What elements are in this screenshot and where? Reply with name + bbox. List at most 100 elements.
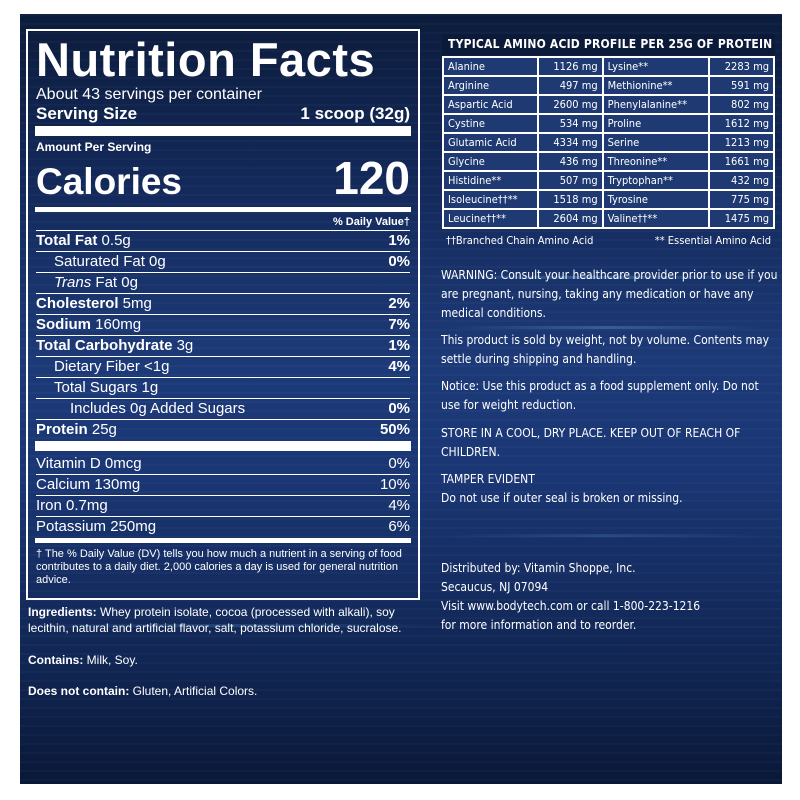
- amino-acid-name: Leucine††**: [442, 208, 539, 229]
- essential-legend: ** Essential Amino Acid: [654, 234, 771, 247]
- nutrient-name: Total Carbohydrate: [36, 337, 173, 354]
- amino-row: Glutamic Acid 4334 mg Serine 1213 mg: [442, 132, 775, 153]
- calories-label: Calories: [36, 161, 183, 202]
- amino-row: Histidine** 507 mg Tryptophan** 432 mg: [442, 170, 775, 191]
- distributor-line: Visit www.bodytech.com or call 1-800-223…: [441, 599, 701, 613]
- contains-list: Milk, Soy.: [83, 653, 138, 667]
- warning-text: WARNING: Consult your healthcare provide…: [441, 268, 778, 320]
- amino-row: Aspartic Acid 2600 mg Phenylalanine** 802 m…: [442, 94, 775, 115]
- distributor-line: Secaucus, NJ 07094: [441, 580, 549, 594]
- distributor-line: for more information and to reorder.: [441, 618, 637, 632]
- storage-text: STORE IN A COOL, DRY PLACE. KEEP OUT OF …: [441, 426, 741, 459]
- amino-acid-amount: 2600 mg: [536, 94, 604, 115]
- amino-legend: ††Branched Chain Amino Acid ** Essential…: [442, 233, 775, 249]
- amino-acid-name: Lysine**: [601, 56, 711, 77]
- vitamin-label: Calcium 130mg: [36, 476, 141, 493]
- nutrient-row-total-sugars: Total Sugars 1g: [36, 377, 410, 398]
- nutrient-name: Trans: [54, 274, 92, 291]
- amino-acid-name: Threonine**: [601, 151, 711, 172]
- amino-row: Arginine 497 mg Methionine** 591 mg: [442, 75, 775, 96]
- does-not-contain-label: Does not contain:: [28, 684, 130, 698]
- amino-acid-amount: 802 mg: [708, 94, 775, 115]
- nutrient-name: Sodium: [36, 316, 91, 333]
- amino-acid-name: Aspartic Acid: [442, 94, 539, 115]
- servings-per-container: About 43 servings per container: [36, 86, 262, 103]
- amino-row: Glycine 436 mg Threonine** 1661 mg: [442, 151, 775, 172]
- amino-acid-name: Histidine**: [442, 170, 539, 191]
- nutrition-facts-title: Nutrition Facts: [36, 33, 376, 86]
- vitamin-row-vitamin-d: Vitamin D 0mcg 0%: [36, 454, 410, 474]
- serving-size-value: 1 scoop (32g): [300, 104, 410, 123]
- ingredients-label: Ingredients:: [28, 605, 97, 619]
- amino-acid-name: Alanine: [442, 56, 539, 77]
- amino-acid-amount: 497 mg: [536, 75, 604, 96]
- nutrient-row-cholesterol: Cholesterol 5mg 2%: [36, 293, 410, 314]
- bcaa-legend: ††Branched Chain Amino Acid: [446, 234, 594, 247]
- amino-acid-name: Arginine: [442, 75, 539, 96]
- light-streak: [20, 624, 440, 627]
- nutrient-row-trans-fat: Trans Fat 0g: [36, 272, 410, 293]
- serving-size-label: Serving Size: [36, 104, 138, 123]
- amino-acid-amount: 1126 mg: [536, 56, 604, 77]
- nutrient-row-saturated-fat: Saturated Fat 0g 0%: [36, 251, 410, 272]
- nutrient-amount: 5mg: [118, 295, 152, 312]
- weight-notice-text: This product is sold by weight, not by v…: [441, 333, 770, 366]
- light-streak: [450, 326, 760, 329]
- vitamin-row-potassium: Potassium 250mg 6%: [36, 516, 410, 537]
- nutrient-row-dietary-fiber: Dietary Fiber <1g 4%: [36, 356, 410, 377]
- vitamin-label: Potassium 250mg: [36, 518, 157, 535]
- nutrient-pct: 0%: [388, 253, 410, 270]
- vitamin-pct: 6%: [388, 518, 410, 535]
- amino-acid-name: Tyrosine: [601, 189, 711, 210]
- amino-acid-name: Tryptophan**: [601, 170, 711, 191]
- light-streak: [425, 276, 765, 279]
- does-not-contain-text: Does not contain: Gluten, Artificial Col…: [28, 683, 428, 699]
- nutrient-pct: 1%: [388, 232, 410, 249]
- amount-per-serving: Amount Per Serving: [36, 140, 152, 154]
- nutrient-row-sodium: Sodium 160mg 7%: [36, 314, 410, 335]
- amino-acid-amount: 534 mg: [536, 113, 604, 134]
- amino-table: Alanine 1126 mg Lysine** 2283 mg Arginine 497…: [442, 56, 775, 229]
- amino-acid-amount: 4334 mg: [536, 132, 604, 153]
- amino-acid-amount: 1475 mg: [708, 208, 775, 229]
- does-not-contain-list: Gluten, Artificial Colors.: [129, 684, 258, 698]
- nutrient-pct: 7%: [388, 316, 410, 333]
- divider-thick: [35, 441, 411, 451]
- nutrient-row-added-sugars: Includes 0g Added Sugars 0%: [36, 398, 410, 419]
- ingredients-text: Ingredients: Whey protein isolate, cocoa…: [28, 604, 428, 636]
- nutrient-row-total-fat: Total Fat 0.5g 1%: [36, 230, 410, 251]
- nutrient-pct: 4%: [388, 358, 410, 375]
- nutrient-row-total-carbohydrate: Total Carbohydrate 3g 1%: [36, 335, 410, 356]
- daily-value-footnote: † The % Daily Value (DV) tells you how m…: [36, 548, 402, 586]
- divider-thick: [35, 126, 411, 136]
- amino-acid-amount: 436 mg: [536, 151, 604, 172]
- amino-table-title: TYPICAL AMINO ACID PROFILE PER 25G OF PR…: [442, 34, 775, 55]
- amino-acid-name: Isoleucine††**: [442, 189, 539, 210]
- nutrient-amount: 0.5g: [97, 232, 131, 249]
- amino-acid-amount: 2283 mg: [708, 56, 775, 77]
- nutrient-amount: 25g: [87, 421, 117, 438]
- amino-row: Cystine 534 mg Proline 1612 mg: [442, 113, 775, 134]
- serving-size-row: Serving Size 1 scoop (32g): [36, 104, 410, 123]
- amino-acid-name: Methionine**: [601, 75, 711, 96]
- daily-value-header: % Daily Value†: [332, 216, 410, 228]
- tamper-title: TAMPER EVIDENT: [441, 472, 535, 486]
- amino-acid-amount: 1518 mg: [536, 189, 604, 210]
- vitamin-label: Vitamin D 0mcg: [36, 455, 142, 472]
- amino-acid-amount: 2604 mg: [536, 208, 604, 229]
- tamper-evident-block: TAMPER EVIDENT Do not use if outer seal …: [441, 470, 781, 508]
- vitamin-pct: 10%: [379, 476, 410, 493]
- nutrient-pct: 1%: [388, 337, 410, 354]
- nutrient-name: Total Fat: [36, 232, 98, 249]
- amino-acid-name: Glycine: [442, 151, 539, 172]
- amino-row: Leucine††** 2604 mg Valine††** 1475 mg: [442, 208, 775, 229]
- nutrient-amount: Total Sugars 1g: [54, 379, 159, 396]
- amino-acid-amount: 1661 mg: [708, 151, 775, 172]
- amino-acid-amount: 507 mg: [536, 170, 604, 191]
- tamper-text: Do not use if outer seal is broken or mi…: [441, 491, 683, 505]
- light-streak: [440, 534, 770, 537]
- nutrient-pct: 0%: [388, 400, 410, 417]
- distributor-line: Distributed by: Vitamin Shoppe, Inc.: [441, 561, 636, 575]
- nutrient-row-protein: Protein 25g 50%: [36, 419, 410, 440]
- nutrient-amount: Fat 0g: [91, 274, 138, 291]
